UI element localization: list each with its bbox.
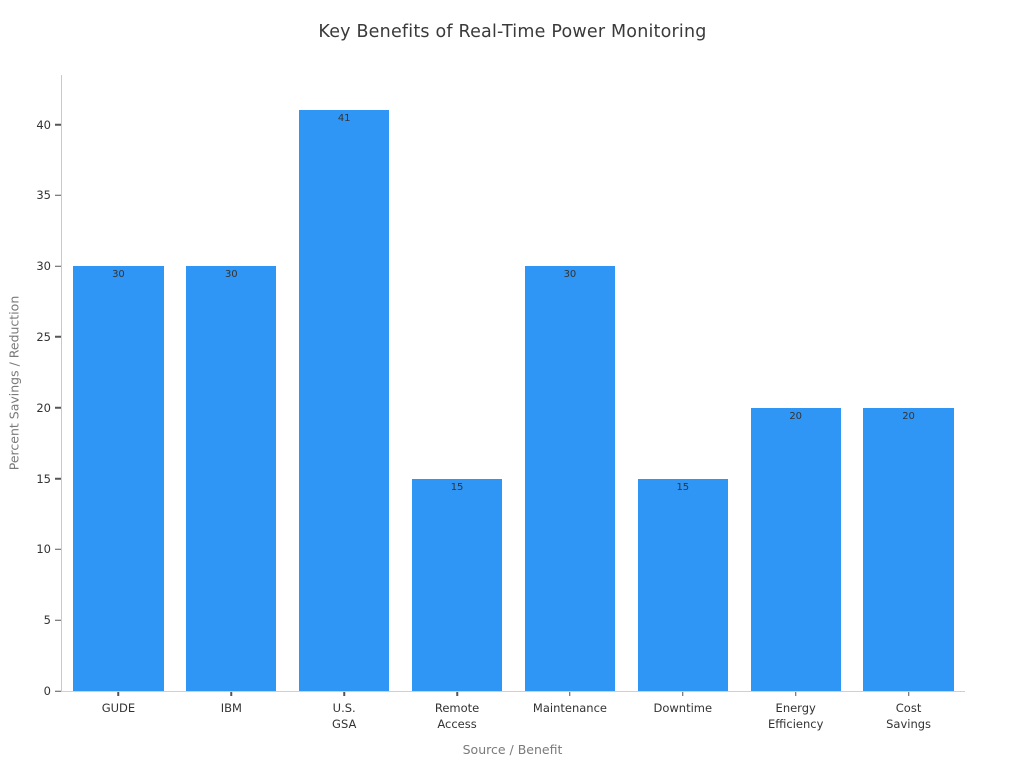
x-tick-mark xyxy=(230,692,233,696)
bar-energy-efficiency: 20 xyxy=(750,407,841,691)
x-tick-mark xyxy=(907,692,910,696)
y-axis-title: Percent Savings / Reduction xyxy=(6,295,22,471)
bar-cost-savings: 20 xyxy=(863,407,954,691)
bar-gude: 30 xyxy=(73,266,164,691)
x-tick-mark xyxy=(794,692,797,696)
y-tick-mark xyxy=(55,265,61,267)
y-tick-label: 20 xyxy=(36,400,51,415)
bar-value-label: 20 xyxy=(902,410,915,422)
y-tick-mark xyxy=(55,336,61,338)
y-tick-label: 40 xyxy=(36,117,51,132)
y-tick-mark xyxy=(55,194,61,197)
x-tick-label: Cost Savings xyxy=(886,701,932,731)
bar-value-label: 15 xyxy=(676,481,690,493)
bar-ibm: 30 xyxy=(186,266,277,691)
y-tick-label: 25 xyxy=(36,329,51,344)
chart-title: Key Benefits of Real-Time Power Monitori… xyxy=(318,22,707,42)
y-tick-mark xyxy=(55,407,61,409)
bar-maintenance: 30 xyxy=(524,266,616,691)
bar-u-s-gsa: 41 xyxy=(299,110,390,691)
y-tick-label: 30 xyxy=(36,259,51,274)
x-tick-label: Energy Efficiency xyxy=(767,701,824,731)
y-tick-mark xyxy=(55,123,61,126)
y-tick-label: 5 xyxy=(43,613,51,628)
x-tick-mark xyxy=(343,692,345,696)
bar-value-label: 30 xyxy=(563,269,577,281)
x-tick-label: Maintenance xyxy=(532,701,607,715)
bar-remote-access: 15 xyxy=(411,478,503,691)
y-tick-label: 10 xyxy=(36,542,51,557)
bar-value-label: 15 xyxy=(450,481,464,493)
x-tick-label: U.S. GSA xyxy=(332,701,357,731)
y-tick-label: 0 xyxy=(43,684,51,698)
x-tick-label: IBM xyxy=(220,701,242,715)
y-tick-mark xyxy=(55,548,61,551)
x-tick-label: Downtime xyxy=(653,701,713,715)
x-tick-mark xyxy=(456,692,458,696)
plot-area: 0 5 10 15 20 25 30 35 40 30 GUDE 30 IBM 41 U.S. GSA 15 R… xyxy=(36,75,965,731)
y-tick-mark xyxy=(55,619,61,621)
x-tick-mark xyxy=(117,692,120,696)
bar-downtime: 15 xyxy=(637,478,728,691)
bar-value-label: 30 xyxy=(224,269,238,281)
x-axis-title: Source / Benefit xyxy=(462,742,563,757)
x-tick-label: Remote Access xyxy=(434,701,480,731)
bar-value-label: 41 xyxy=(337,113,351,125)
x-tick-label: GUDE xyxy=(101,701,136,715)
bar-value-label: 30 xyxy=(112,269,125,281)
y-tick-mark xyxy=(55,690,61,692)
x-tick-mark xyxy=(682,692,684,696)
y-tick-mark xyxy=(55,477,61,480)
y-tick-label: 35 xyxy=(36,188,51,203)
bar-value-label: 20 xyxy=(789,410,803,422)
x-tick-mark xyxy=(569,692,571,696)
y-tick-label: 15 xyxy=(36,471,51,486)
